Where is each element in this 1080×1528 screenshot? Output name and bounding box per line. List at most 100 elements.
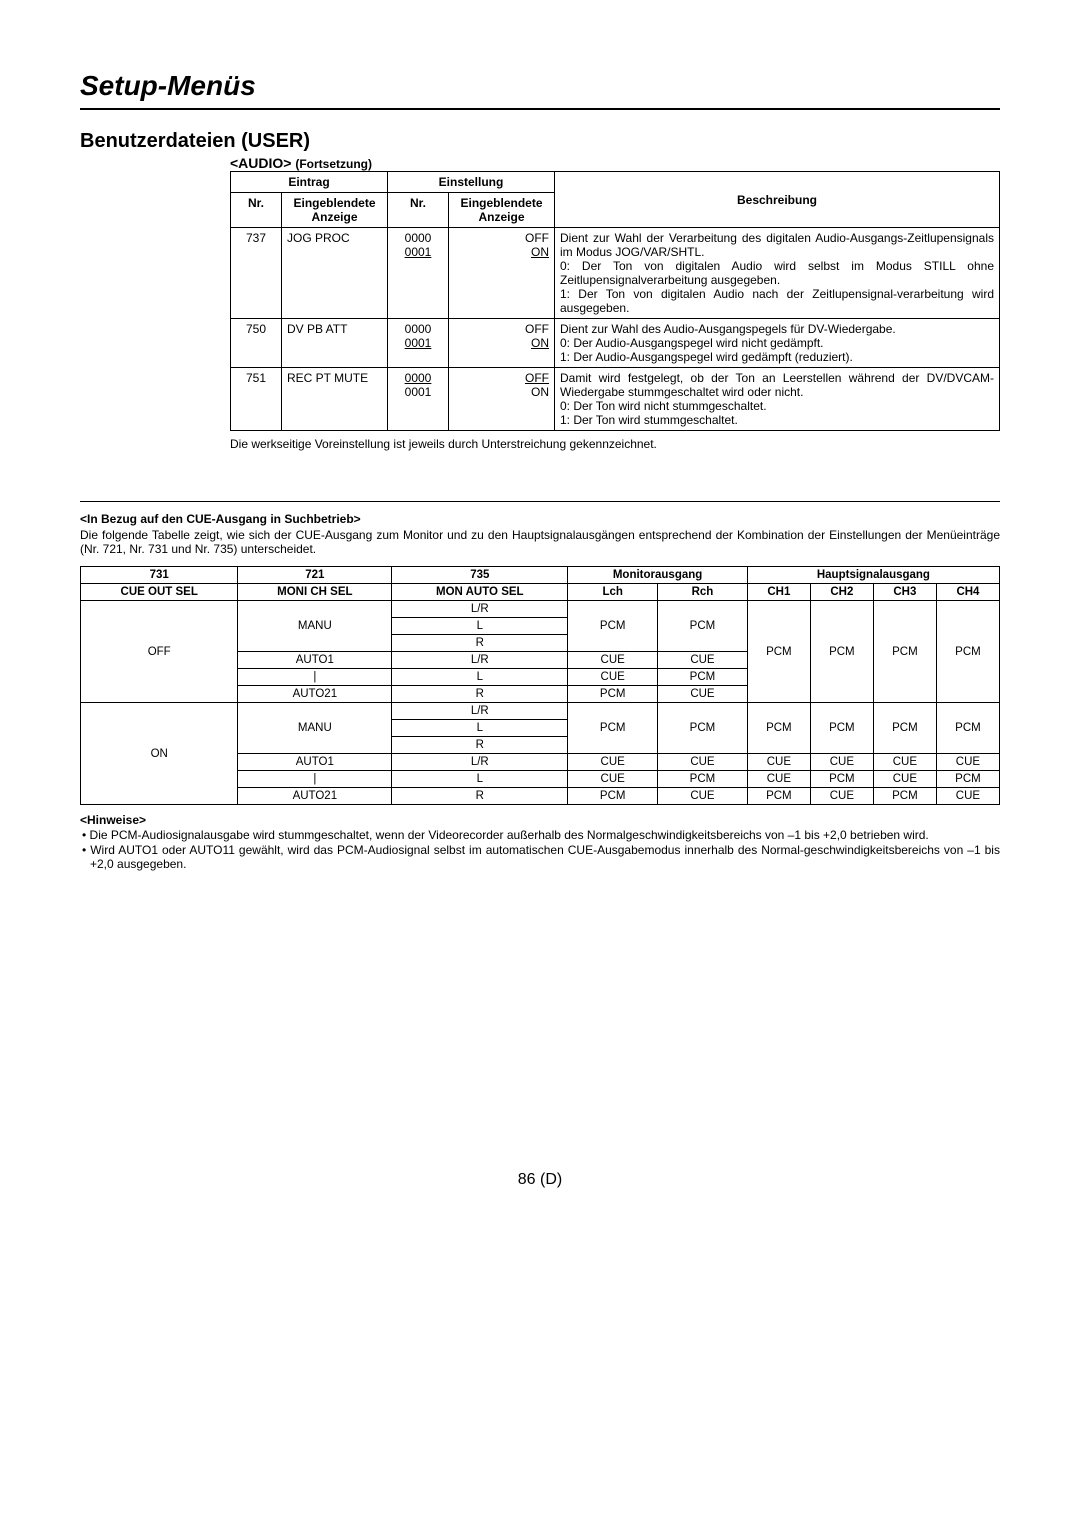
cell: CUE — [936, 754, 999, 771]
code-underline: 0000 — [405, 371, 432, 385]
cell: PCM — [658, 669, 748, 686]
cell: CUE — [873, 771, 936, 788]
th-einstellung: Einstellung — [388, 172, 555, 193]
code-underline: 0001 — [405, 245, 432, 259]
cell-codes: 0000 0001 — [388, 228, 449, 319]
th-721: 721 — [238, 567, 392, 584]
th-ch3: CH3 — [873, 584, 936, 601]
cell: R — [392, 737, 568, 754]
cell: CUE — [658, 788, 748, 805]
th-eintrag: Eintrag — [231, 172, 388, 193]
cell: PCM — [568, 601, 658, 652]
section-tag: <AUDIO> — [230, 155, 291, 171]
hinweise-label: <Hinweise> — [80, 813, 1000, 827]
cell-nr: 750 — [231, 319, 282, 368]
cell-nr: 737 — [231, 228, 282, 319]
cell: R — [392, 686, 568, 703]
th-mon-auto: MON AUTO SEL — [392, 584, 568, 601]
cell: PCM — [568, 703, 658, 754]
cell: PCM — [747, 788, 810, 805]
code-plain: 0000 — [405, 231, 432, 245]
table-row: 751 REC PT MUTE 0000 0001 OFF ON Damit w… — [231, 368, 1000, 431]
cue-para: Die folgende Tabelle zeigt, wie sich der… — [80, 528, 1000, 556]
th-lch: Lch — [568, 584, 658, 601]
th-anzeige: Eingeblendete Anzeige — [282, 193, 388, 228]
table-row: 750 DV PB ATT 0000 0001 OFF ON Dient zur… — [231, 319, 1000, 368]
cell: PCM — [936, 601, 999, 703]
cell: PCM — [568, 788, 658, 805]
th-nr2: Nr. — [388, 193, 449, 228]
code-plain: 0001 — [405, 385, 432, 399]
cell: PCM — [810, 703, 873, 754]
cell: AUTO1 — [238, 754, 392, 771]
cell: CUE — [568, 652, 658, 669]
cell: AUTO21 — [238, 686, 392, 703]
cell: PCM — [936, 703, 999, 754]
cell: PCM — [747, 703, 810, 754]
th-rch: Rch — [658, 584, 748, 601]
th-735: 735 — [392, 567, 568, 584]
cell: L — [392, 720, 568, 737]
val-underline: ON — [531, 245, 549, 259]
th-731: 731 — [81, 567, 238, 584]
cell: CUE — [658, 754, 748, 771]
val-underline: OFF — [525, 371, 549, 385]
cell: PCM — [810, 771, 873, 788]
cell: L — [392, 771, 568, 788]
table-row: 737 JOG PROC 0000 0001 OFF ON Dient zur … — [231, 228, 1000, 319]
th-anzeige2: Eingeblendete Anzeige — [449, 193, 555, 228]
cell: AUTO21 — [238, 788, 392, 805]
page-number: 86 (D) — [80, 1171, 1000, 1189]
subtitle: Benutzerdateien (USER) — [80, 130, 1000, 153]
cell: CUE — [873, 754, 936, 771]
cell-desc: Dient zur Wahl des Audio-Ausgangspegels … — [555, 319, 1000, 368]
cell: R — [392, 788, 568, 805]
cell: | — [238, 771, 392, 788]
section-cont: (Fortsetzung) — [295, 157, 372, 171]
hinweis-text: Wird AUTO1 oder AUTO11 gewählt, wird das… — [90, 843, 1000, 871]
cell: PCM — [658, 703, 748, 754]
cell: CUE — [936, 788, 999, 805]
cell: PCM — [936, 771, 999, 788]
code-plain: 0000 — [405, 322, 432, 336]
cell-vals: OFF ON — [449, 368, 555, 431]
th-nr: Nr. — [231, 193, 282, 228]
val-plain: ON — [531, 385, 549, 399]
page-title: Setup-Menüs — [80, 70, 1000, 110]
cell-nr: 751 — [231, 368, 282, 431]
cell-codes: 0000 0001 — [388, 319, 449, 368]
th-ch2: CH2 — [810, 584, 873, 601]
th-cue-out: CUE OUT SEL — [81, 584, 238, 601]
hinweis-text: Die PCM-Audiosignalausgabe wird stummges… — [90, 828, 929, 842]
cell: PCM — [568, 686, 658, 703]
cell: MANU — [238, 703, 392, 754]
cell: PCM — [658, 601, 748, 652]
cell: PCM — [810, 601, 873, 703]
cue-output-table: 731 721 735 Monitorausgang Hauptsignalau… — [80, 566, 1000, 805]
cell: CUE — [747, 771, 810, 788]
cell: OFF — [81, 601, 238, 703]
hinweis-item: • Die PCM-Audiosignalausgabe wird stummg… — [80, 828, 1000, 842]
cell: L — [392, 669, 568, 686]
cell: AUTO1 — [238, 652, 392, 669]
section-label: <AUDIO> (Fortsetzung) — [230, 155, 1000, 171]
cell: L — [392, 618, 568, 635]
hinweis-item: • Wird AUTO1 oder AUTO11 gewählt, wird d… — [80, 843, 1000, 871]
cell-name: JOG PROC — [282, 228, 388, 319]
th-ch1: CH1 — [747, 584, 810, 601]
val-plain: OFF — [525, 322, 549, 336]
cell-desc: Damit wird festgelegt, ob der Ton an Lee… — [555, 368, 1000, 431]
cell: PCM — [873, 703, 936, 754]
code-underline: 0001 — [405, 336, 432, 350]
cell-vals: OFF ON — [449, 228, 555, 319]
cell: L/R — [392, 703, 568, 720]
cell-codes: 0000 0001 — [388, 368, 449, 431]
th-monitor: Monitorausgang — [568, 567, 748, 584]
cell: CUE — [658, 652, 748, 669]
th-moni-ch: MONI CH SEL — [238, 584, 392, 601]
cell: CUE — [747, 754, 810, 771]
cell-desc: Dient zur Wahl der Verarbeitung des digi… — [555, 228, 1000, 319]
cell: MANU — [238, 601, 392, 652]
cue-heading: <In Bezug auf den CUE-Ausgang in Suchbet… — [80, 512, 1000, 526]
cell: CUE — [658, 686, 748, 703]
